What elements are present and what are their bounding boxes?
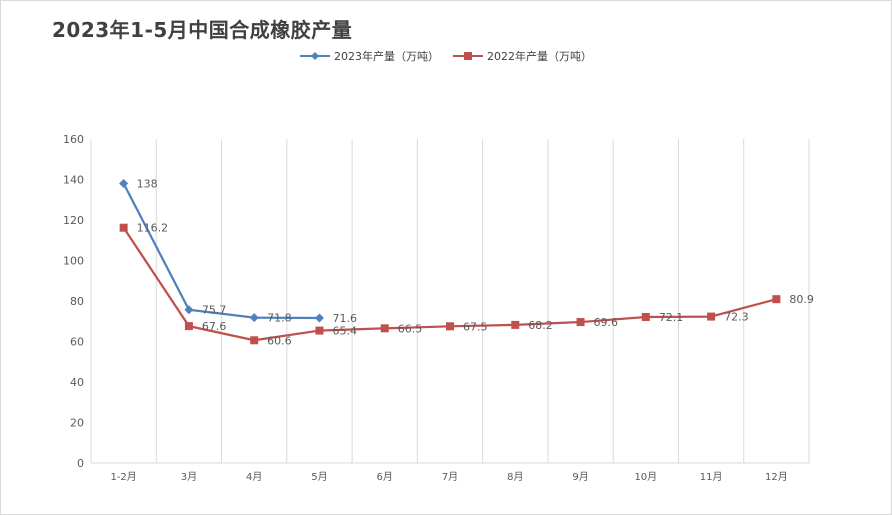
- series-line-2023: [122, 183, 320, 320]
- data-point: [641, 312, 650, 321]
- y-tick-label: 120: [63, 214, 84, 227]
- data-label: 66.5: [398, 322, 423, 335]
- data-label: 65.4: [332, 325, 357, 338]
- x-tick-label: 3月: [181, 471, 197, 483]
- data-label: 80.9: [789, 293, 814, 306]
- legend-marker-2022: [453, 52, 483, 60]
- data-label: 69.6: [594, 316, 619, 329]
- data-label: 67.5: [463, 320, 488, 333]
- data-label: 71.6: [332, 312, 357, 325]
- data-point: [707, 312, 716, 321]
- legend-item-2022: 2022年产量（万吨）: [453, 48, 592, 64]
- legend-label-2023: 2023年产量（万吨）: [334, 50, 439, 63]
- data-point: [380, 324, 389, 333]
- y-tick-label: 160: [63, 133, 84, 146]
- x-tick-label: 6月: [377, 471, 393, 483]
- data-label: 72.1: [659, 311, 684, 324]
- data-point: [184, 305, 194, 315]
- data-point: [576, 318, 585, 327]
- data-point: [315, 326, 324, 335]
- data-label: 60.6: [267, 334, 292, 347]
- chart-title: 2023年1-5月中国合成橡胶产量: [52, 18, 353, 42]
- data-point: [119, 179, 129, 189]
- x-tick-label: 7月: [442, 471, 458, 483]
- data-point: [249, 313, 259, 323]
- y-tick-label: 80: [70, 295, 84, 308]
- y-tick-label: 40: [70, 376, 84, 389]
- x-tick-label: 12月: [765, 471, 788, 483]
- data-label: 75.7: [202, 304, 227, 317]
- data-label: 72.3: [724, 311, 749, 324]
- x-tick-label: 4月: [246, 471, 262, 483]
- x-tick-label: 1-2月: [110, 471, 136, 483]
- data-point: [184, 322, 193, 331]
- y-tick-label: 140: [63, 174, 84, 187]
- x-tick-label: 11月: [700, 471, 723, 483]
- x-tick-label: 9月: [572, 471, 588, 483]
- data-point: [772, 295, 781, 304]
- y-tick-label: 0: [77, 457, 84, 470]
- legend-marker-2023: [300, 52, 330, 60]
- data-point: [250, 336, 259, 345]
- x-tick-label: 5月: [311, 471, 327, 483]
- y-tick-label: 60: [70, 336, 84, 349]
- data-point: [314, 313, 324, 323]
- data-label: 68.2: [528, 319, 553, 332]
- y-tick-label: 20: [70, 417, 84, 430]
- data-label: 71.8: [267, 312, 292, 325]
- x-tick-label: 8月: [507, 471, 523, 483]
- legend-item-2023: 2023年产量（万吨）: [300, 48, 439, 64]
- data-point: [511, 320, 520, 329]
- data-point: [446, 322, 454, 331]
- legend: 2023年产量（万吨） 2022年产量（万吨）: [0, 48, 892, 64]
- data-label: 116.2: [137, 222, 169, 235]
- data-point: [119, 223, 128, 232]
- y-tick-label: 100: [63, 255, 84, 268]
- legend-label-2022: 2022年产量（万吨）: [487, 50, 592, 63]
- data-label: 67.6: [202, 320, 227, 333]
- x-tick-label: 10月: [634, 471, 657, 483]
- data-label: 138: [137, 178, 158, 191]
